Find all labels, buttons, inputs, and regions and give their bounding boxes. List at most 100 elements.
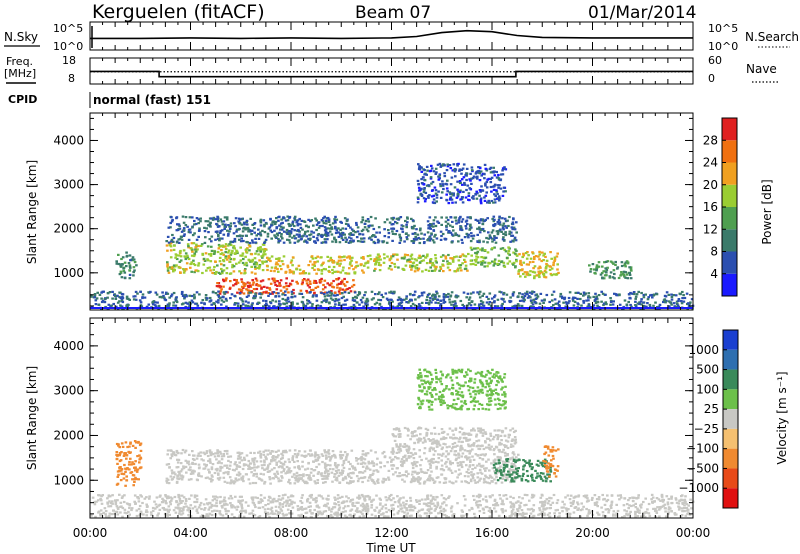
power-echo xyxy=(409,265,412,268)
power-echo xyxy=(278,231,281,234)
velocity-echo xyxy=(220,462,223,465)
power-echo xyxy=(670,298,674,301)
power-echo xyxy=(210,249,214,252)
power-echo xyxy=(548,268,552,271)
power-echo xyxy=(479,170,483,173)
velocity-echo xyxy=(326,463,329,467)
power-echo xyxy=(330,227,334,230)
velocity-echo xyxy=(481,391,484,394)
power-echo xyxy=(685,292,689,295)
power-echo xyxy=(492,185,495,188)
power-echo xyxy=(350,264,353,267)
power-echo xyxy=(420,259,424,263)
power-echo xyxy=(330,259,334,262)
power-echo xyxy=(129,266,132,269)
velocity-echo xyxy=(252,461,256,464)
power-echo xyxy=(238,238,241,241)
velocity-echo xyxy=(457,468,461,471)
power-echo xyxy=(234,252,237,255)
power-echo xyxy=(210,240,213,243)
power-echo xyxy=(591,263,595,266)
power-echo xyxy=(453,170,457,173)
velocity-echo xyxy=(187,478,191,481)
power-echo xyxy=(331,222,335,225)
power-echo xyxy=(628,266,631,269)
velocity-echo xyxy=(446,433,450,436)
power-echo xyxy=(263,231,267,234)
velocity-echo xyxy=(475,445,479,448)
velocity-echo xyxy=(415,477,418,480)
power-echo xyxy=(448,164,452,167)
velocity-echo xyxy=(507,470,510,473)
power-echo xyxy=(367,224,370,227)
power-echo xyxy=(564,301,568,304)
velocity-echo xyxy=(268,478,272,481)
power-echo xyxy=(368,254,372,257)
velocity-echo xyxy=(382,450,386,454)
power-echo xyxy=(125,251,128,254)
power-echo xyxy=(274,220,278,224)
power-echo xyxy=(209,269,212,272)
velocity-echo xyxy=(501,474,504,477)
velocity-echo xyxy=(324,454,328,457)
velocity-echo xyxy=(275,463,278,466)
power-echo xyxy=(478,226,481,229)
velocity-echo xyxy=(122,454,126,457)
power-echo xyxy=(291,236,294,239)
power-echo xyxy=(123,277,127,280)
velocity-echo xyxy=(470,429,473,432)
power-echo xyxy=(246,226,250,230)
velocity-echo xyxy=(474,466,477,469)
power-echo xyxy=(187,257,191,261)
power-echo xyxy=(470,235,473,238)
power-echo xyxy=(261,279,265,282)
power-echo xyxy=(201,271,204,275)
power-echo xyxy=(418,229,422,232)
power-echo xyxy=(116,301,120,304)
velocity-echo xyxy=(305,474,308,477)
power-echo xyxy=(458,168,462,171)
velocity-echo xyxy=(228,467,231,470)
power-echo xyxy=(458,181,462,185)
power-echo xyxy=(349,233,352,236)
power-echo xyxy=(263,223,266,226)
velocity-echo xyxy=(510,462,514,465)
power-echo xyxy=(457,221,460,224)
velocity-echo xyxy=(436,445,439,448)
power-echo xyxy=(286,297,290,300)
power-echo xyxy=(93,296,96,299)
power-echo xyxy=(249,260,252,263)
velocity-echo xyxy=(357,477,361,480)
velocity-echo xyxy=(520,479,524,482)
power-echo xyxy=(455,196,459,199)
power-echo xyxy=(292,292,295,295)
power-echo xyxy=(446,260,449,263)
power-echo xyxy=(510,234,513,237)
power-echo xyxy=(243,223,246,226)
power-echo xyxy=(347,224,350,227)
velocity-echo xyxy=(417,471,421,474)
velocity-echo xyxy=(495,468,498,471)
velocity-echo xyxy=(530,473,534,476)
power-echo xyxy=(476,227,479,230)
power-echo xyxy=(515,254,519,257)
velocity-echo xyxy=(549,448,552,452)
power-echo xyxy=(343,233,346,236)
velocity-echo xyxy=(415,434,418,437)
power-echo xyxy=(609,297,612,300)
power-echo xyxy=(307,237,310,240)
power-echo xyxy=(600,290,603,293)
power-echo xyxy=(122,267,125,270)
velocity-echo xyxy=(515,472,519,475)
velocity-echo xyxy=(176,475,179,478)
power-echo xyxy=(345,272,349,275)
velocity-echo xyxy=(493,470,496,473)
power-echo xyxy=(444,237,448,241)
velocity-echo xyxy=(437,440,440,443)
velocity-echo xyxy=(401,462,404,466)
power-echo xyxy=(277,292,280,295)
power-echo xyxy=(249,217,252,220)
velocity-echo xyxy=(262,450,265,453)
velocity-echo xyxy=(451,443,455,446)
power-echo xyxy=(115,305,118,308)
